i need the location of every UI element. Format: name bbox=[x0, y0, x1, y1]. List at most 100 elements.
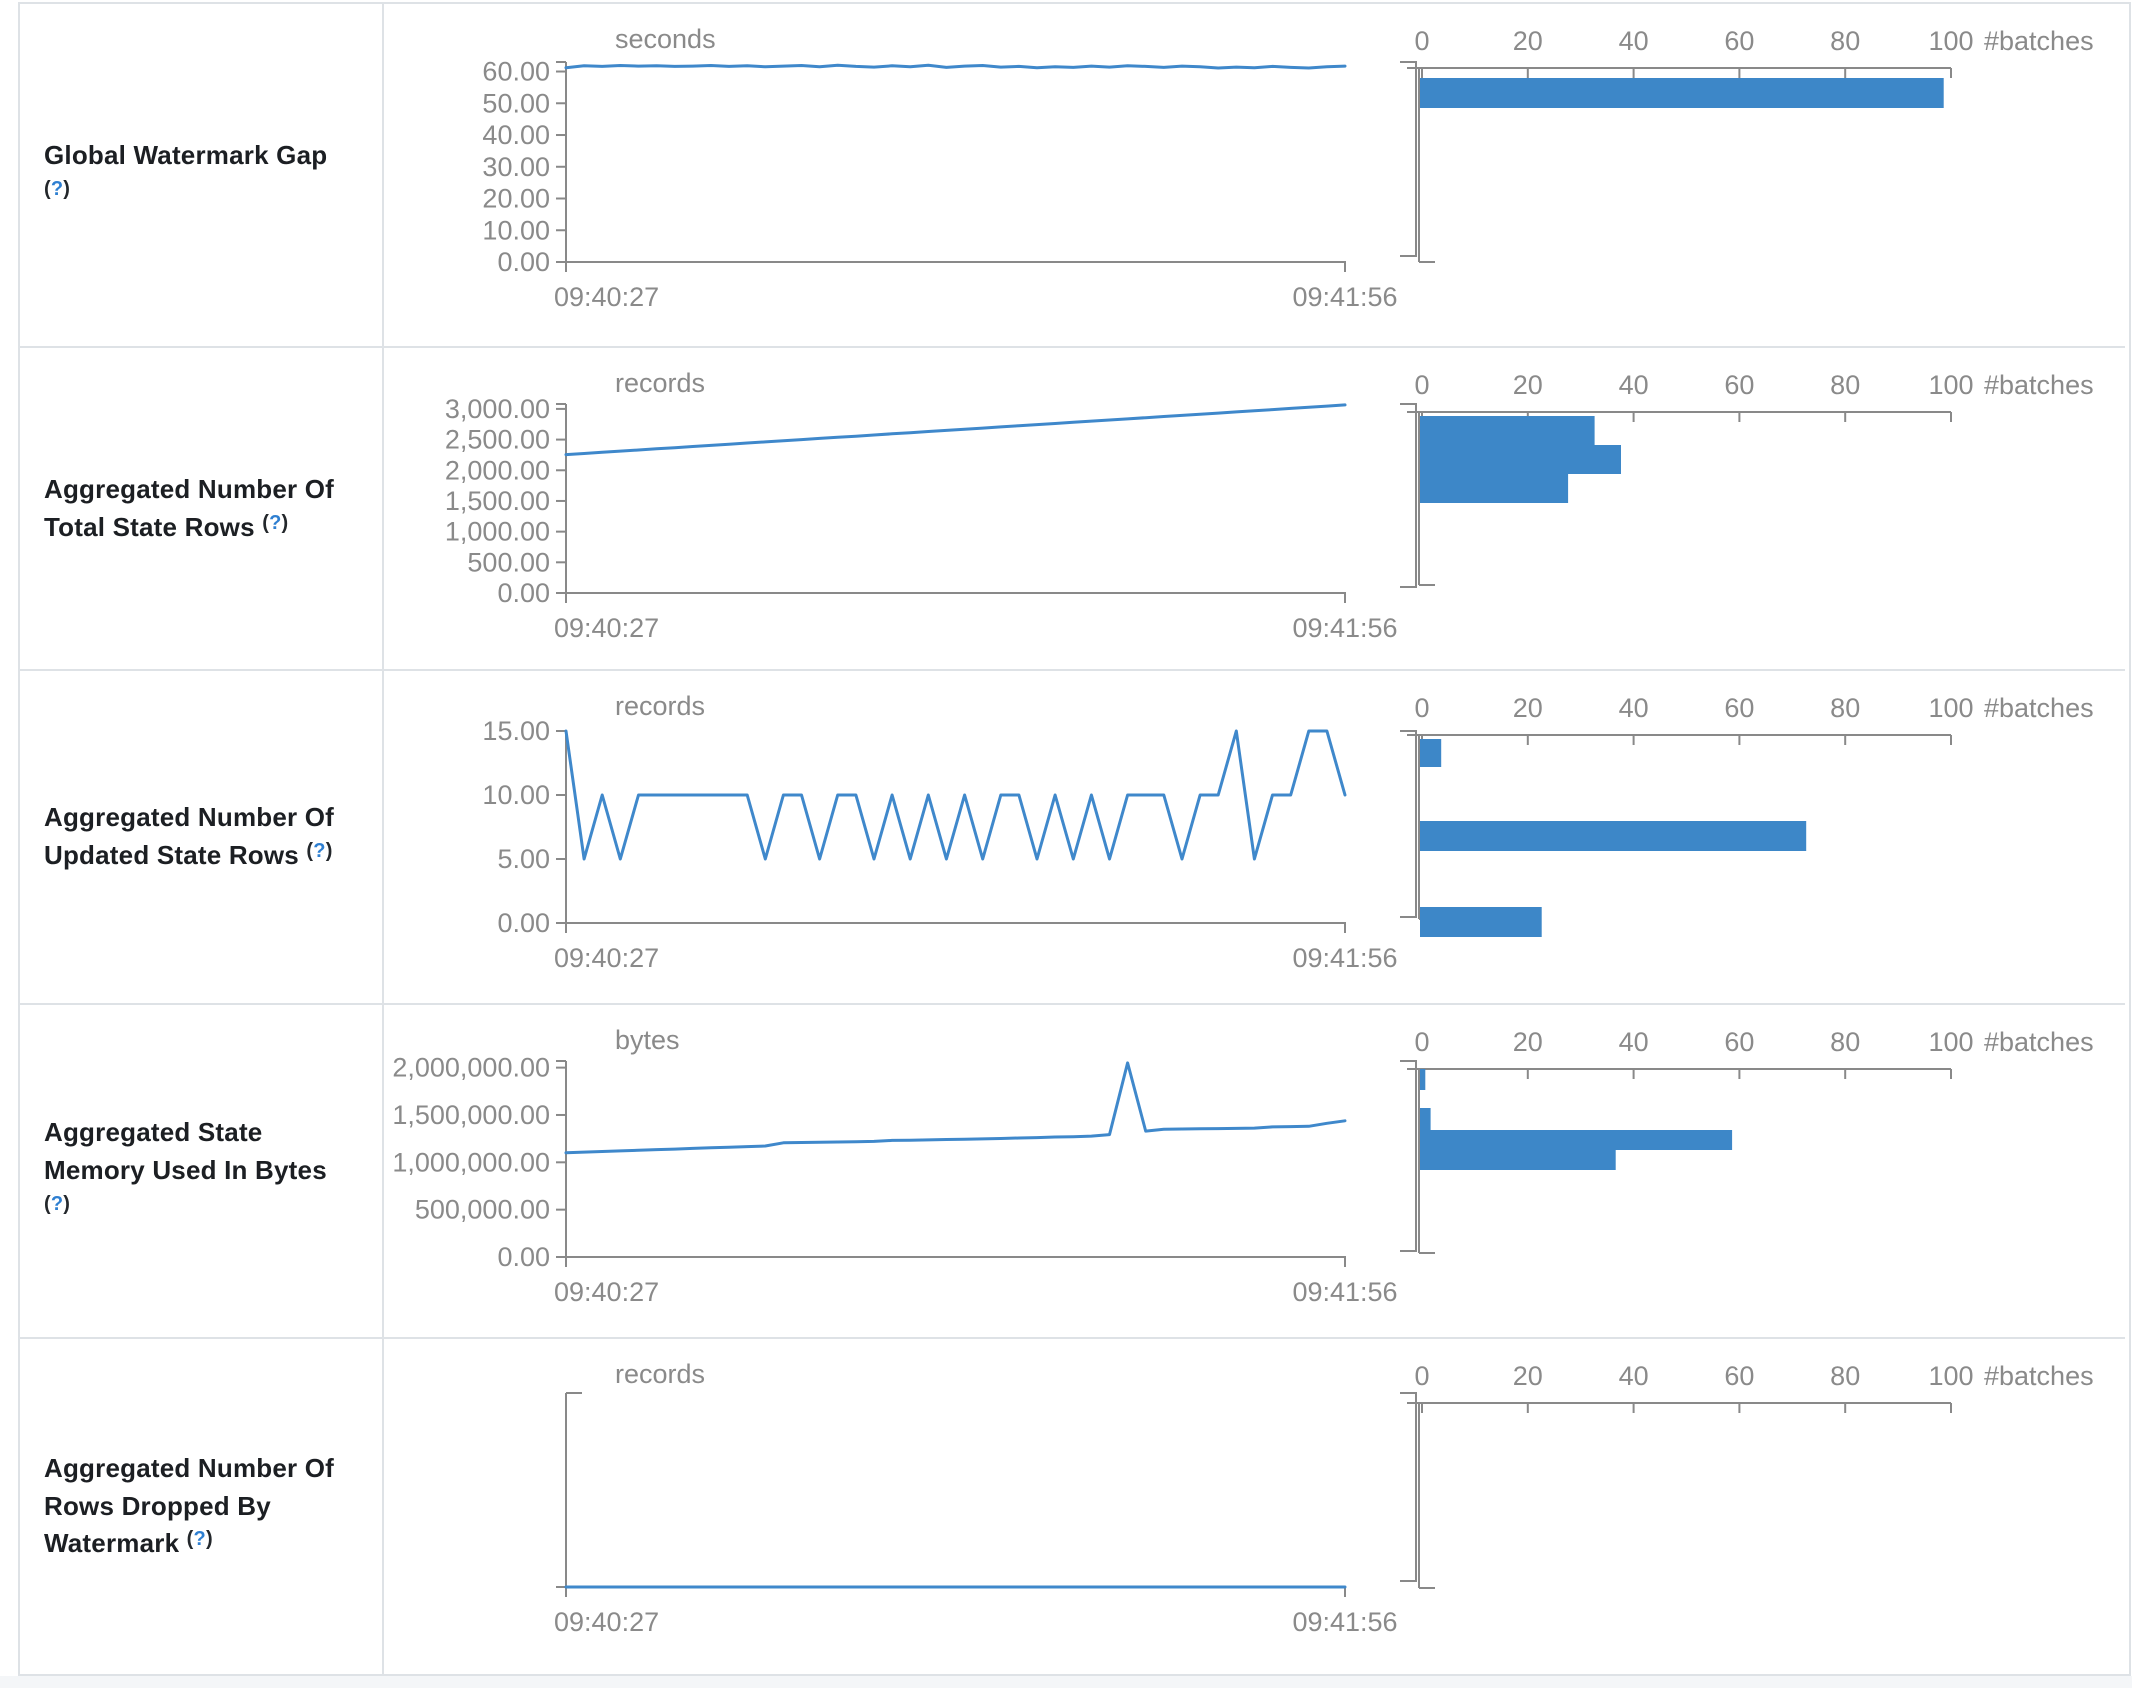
svg-text:20: 20 bbox=[1513, 1027, 1543, 1057]
svg-text:09:41:56: 09:41:56 bbox=[1292, 282, 1397, 312]
help-marker: (?) bbox=[306, 840, 333, 862]
svg-text:0: 0 bbox=[1414, 1027, 1429, 1057]
svg-text:60: 60 bbox=[1724, 26, 1754, 56]
svg-text:40: 40 bbox=[1619, 1027, 1649, 1057]
svg-text:80: 80 bbox=[1830, 370, 1860, 400]
help-link[interactable]: ? bbox=[193, 1528, 206, 1551]
svg-text:#batches: #batches bbox=[1984, 370, 2094, 400]
svg-text:60.00: 60.00 bbox=[482, 57, 550, 87]
svg-text:50.00: 50.00 bbox=[482, 88, 550, 118]
svg-text:09:40:27: 09:40:27 bbox=[554, 943, 659, 973]
help-link[interactable]: ? bbox=[50, 178, 64, 200]
charts-cell: bytes 2,000,000.00 1,500,000.00 1,000,000.0… bbox=[384, 1005, 2125, 1339]
svg-text:0: 0 bbox=[1414, 693, 1429, 723]
svg-text:100: 100 bbox=[1928, 1361, 1973, 1391]
metric-row-rows-dropped-by-watermark: Aggregated Number Of Rows Dropped By Wat… bbox=[20, 1339, 384, 1674]
metric-label-text: Aggregated Number Of Updated State Rows bbox=[44, 802, 335, 870]
svg-text:#batches: #batches bbox=[1984, 26, 2094, 56]
svg-text:09:40:27: 09:40:27 bbox=[554, 613, 659, 643]
svg-text:09:41:56: 09:41:56 bbox=[1292, 1277, 1397, 1307]
metric-label-text: Aggregated Number Of Rows Dropped By Wat… bbox=[44, 1452, 335, 1559]
help-marker: (?) bbox=[262, 511, 289, 534]
svg-text:30.00: 30.00 bbox=[482, 152, 550, 182]
svg-text:records: records bbox=[615, 368, 705, 398]
svg-text:20: 20 bbox=[1513, 26, 1543, 56]
svg-text:2,000.00: 2,000.00 bbox=[445, 455, 550, 485]
svg-text:09:41:56: 09:41:56 bbox=[1292, 1607, 1397, 1637]
svg-text:0.00: 0.00 bbox=[497, 908, 550, 938]
svg-text:0: 0 bbox=[1414, 370, 1429, 400]
svg-text:10.00: 10.00 bbox=[482, 780, 550, 810]
metric-row-updated-state-rows: Aggregated Number Of Updated State Rows … bbox=[20, 671, 384, 1005]
svg-text:bytes: bytes bbox=[615, 1025, 680, 1055]
svg-text:#batches: #batches bbox=[1984, 1027, 2094, 1057]
metric-row-global-watermark-gap: Global Watermark Gap (?) bbox=[20, 4, 384, 348]
svg-text:20: 20 bbox=[1513, 693, 1543, 723]
svg-text:100: 100 bbox=[1928, 370, 1973, 400]
svg-text:40: 40 bbox=[1619, 370, 1649, 400]
svg-text:20: 20 bbox=[1513, 370, 1543, 400]
svg-text:1,500.00: 1,500.00 bbox=[445, 486, 550, 516]
charts-cell: records 3,000.00 2,500.00 2,000.00 1,500.00 1… bbox=[384, 348, 2125, 671]
svg-text:#batches: #batches bbox=[1984, 1361, 2094, 1391]
svg-text:2,500.00: 2,500.00 bbox=[445, 425, 550, 455]
page-background-strip bbox=[0, 1676, 2132, 1688]
svg-text:5.00: 5.00 bbox=[497, 844, 550, 874]
metric-label: Aggregated State Memory Used In Bytes (?… bbox=[44, 1114, 356, 1227]
metric-label-text: Aggregated Number Of Total State Rows bbox=[44, 473, 335, 542]
svg-text:100: 100 bbox=[1928, 26, 1973, 56]
svg-text:1,000,000.00: 1,000,000.00 bbox=[392, 1147, 550, 1177]
metric-label-text: Aggregated State Memory Used In Bytes bbox=[44, 1117, 327, 1186]
svg-text:60: 60 bbox=[1724, 370, 1754, 400]
svg-text:#batches: #batches bbox=[1984, 693, 2094, 723]
rows-dropped-charts: records 09:40:27 09:41:56 0 20 40 60 80 100 #batc… bbox=[384, 1339, 2125, 1674]
svg-text:09:40:27: 09:40:27 bbox=[554, 1607, 659, 1637]
svg-text:60: 60 bbox=[1724, 1361, 1754, 1391]
svg-text:500.00: 500.00 bbox=[467, 547, 550, 577]
help-marker: (?) bbox=[186, 1528, 213, 1551]
svg-text:60: 60 bbox=[1724, 1027, 1754, 1057]
svg-text:0.00: 0.00 bbox=[497, 247, 550, 277]
svg-text:40: 40 bbox=[1619, 693, 1649, 723]
svg-text:80: 80 bbox=[1830, 1361, 1860, 1391]
svg-text:80: 80 bbox=[1830, 26, 1860, 56]
state-memory-used-charts: bytes 2,000,000.00 1,500,000.00 1,000,000.0… bbox=[384, 1005, 2125, 1337]
metric-label: Aggregated Number Of Rows Dropped By Wat… bbox=[44, 1450, 356, 1563]
svg-text:0.00: 0.00 bbox=[497, 578, 550, 608]
watermark-gap-charts: seconds 60.00 50.00 40.00 30.00 20.00 10.00 0.0… bbox=[384, 4, 2125, 346]
help-link[interactable]: ? bbox=[313, 840, 326, 862]
updated-state-rows-charts: records 15.00 10.00 5.00 0.00 09:40:27 09:41:5… bbox=[384, 671, 2125, 1003]
svg-text:09:41:56: 09:41:56 bbox=[1292, 613, 1397, 643]
svg-text:80: 80 bbox=[1830, 1027, 1860, 1057]
svg-text:0: 0 bbox=[1414, 1361, 1429, 1391]
help-link[interactable]: ? bbox=[50, 1192, 64, 1215]
svg-text:100: 100 bbox=[1928, 1027, 1973, 1057]
svg-text:1,000.00: 1,000.00 bbox=[445, 517, 550, 547]
svg-text:records: records bbox=[615, 691, 705, 721]
metric-row-total-state-rows: Aggregated Number Of Total State Rows (?… bbox=[20, 348, 384, 671]
svg-text:1,500,000.00: 1,500,000.00 bbox=[392, 1100, 550, 1130]
svg-text:records: records bbox=[615, 1359, 705, 1389]
svg-text:2,000,000.00: 2,000,000.00 bbox=[392, 1053, 550, 1083]
svg-text:40: 40 bbox=[1619, 1361, 1649, 1391]
svg-text:15.00: 15.00 bbox=[482, 716, 550, 746]
charts-cell: records 09:40:27 09:41:56 0 20 40 60 80 100 #batc… bbox=[384, 1339, 2125, 1674]
help-link[interactable]: ? bbox=[269, 511, 282, 534]
charts-cell: records 15.00 10.00 5.00 0.00 09:40:27 09:41:5… bbox=[384, 671, 2125, 1005]
charts-cell: seconds 60.00 50.00 40.00 30.00 20.00 10.00 0.0… bbox=[384, 4, 2125, 348]
metric-label: Global Watermark Gap (?) bbox=[44, 137, 356, 212]
metric-row-state-memory-used: Aggregated State Memory Used In Bytes (?… bbox=[20, 1005, 384, 1339]
help-marker: (?) bbox=[44, 1192, 71, 1215]
metric-label: Aggregated Number Of Total State Rows (?… bbox=[44, 471, 356, 546]
svg-text:09:40:27: 09:40:27 bbox=[554, 282, 659, 312]
svg-text:10.00: 10.00 bbox=[482, 215, 550, 245]
svg-text:40.00: 40.00 bbox=[482, 120, 550, 150]
svg-text:60: 60 bbox=[1724, 693, 1754, 723]
svg-text:09:40:27: 09:40:27 bbox=[554, 1277, 659, 1307]
svg-text:100: 100 bbox=[1928, 693, 1973, 723]
svg-text:20: 20 bbox=[1513, 1361, 1543, 1391]
svg-text:500,000.00: 500,000.00 bbox=[415, 1195, 550, 1225]
svg-text:09:41:56: 09:41:56 bbox=[1292, 943, 1397, 973]
svg-text:3,000.00: 3,000.00 bbox=[445, 394, 550, 424]
